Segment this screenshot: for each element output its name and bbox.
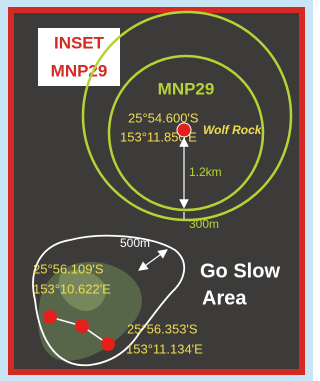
wolf-rock-label: Wolf Rock xyxy=(203,123,263,137)
point-marker xyxy=(101,337,115,351)
zone-name: MNP29 xyxy=(158,79,215,98)
distance-label: 500m xyxy=(120,236,150,250)
radius-label: 1.2km xyxy=(189,165,222,179)
wolf-rock-marker xyxy=(177,123,191,137)
go-slow-label: Area xyxy=(202,287,247,309)
go-slow-label: Go Slow xyxy=(200,260,280,282)
inset-title: MNP29 xyxy=(51,61,108,80)
longitude: 153°11.134'E xyxy=(126,341,203,356)
latitude: 25°54.600'S xyxy=(128,110,199,125)
buffer-label: 300m xyxy=(189,217,219,231)
map-inset: INSET MNP29 MNP29 25°54.600'S 153°11.850… xyxy=(0,0,313,381)
inset-title: INSET xyxy=(54,33,105,52)
point-marker xyxy=(43,310,57,324)
point-marker xyxy=(75,319,89,333)
longitude: 153°10.622'E xyxy=(33,281,111,296)
latitude: 25°56.353'S xyxy=(127,321,198,336)
latitude: 25°56.109'S xyxy=(33,261,104,276)
